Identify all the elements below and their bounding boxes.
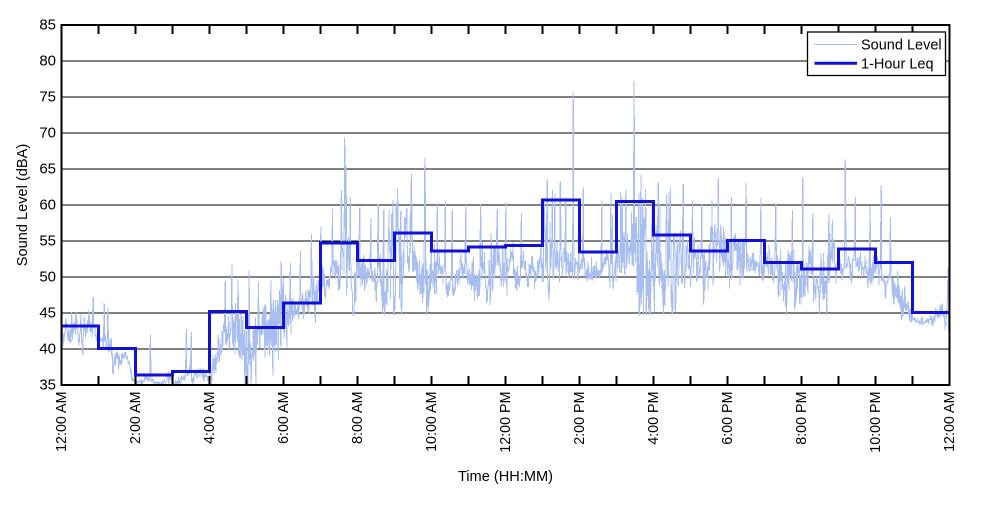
svg-text:12:00 AM: 12:00 AM xyxy=(942,392,958,452)
svg-text:8:00 PM: 8:00 PM xyxy=(794,392,810,445)
svg-text:35: 35 xyxy=(39,377,56,394)
svg-text:6:00 AM: 6:00 AM xyxy=(276,392,292,444)
svg-text:4:00 PM: 4:00 PM xyxy=(646,392,662,445)
svg-text:55: 55 xyxy=(39,233,56,250)
svg-text:8:00 AM: 8:00 AM xyxy=(350,392,366,444)
svg-text:12:00 PM: 12:00 PM xyxy=(498,392,514,453)
svg-text:Sound Level: Sound Level xyxy=(861,38,942,54)
svg-text:70: 70 xyxy=(39,125,56,142)
svg-text:85: 85 xyxy=(39,17,56,34)
svg-text:80: 80 xyxy=(39,53,56,70)
svg-text:45: 45 xyxy=(39,305,56,322)
svg-text:2:00 AM: 2:00 AM xyxy=(128,392,144,444)
svg-text:4:00 AM: 4:00 AM xyxy=(202,392,218,444)
svg-text:75: 75 xyxy=(39,89,56,106)
svg-text:1-Hour Leq: 1-Hour Leq xyxy=(861,57,934,73)
svg-text:2:00 PM: 2:00 PM xyxy=(572,392,588,445)
svg-text:10:00 PM: 10:00 PM xyxy=(868,392,884,453)
svg-text:40: 40 xyxy=(39,341,56,358)
svg-text:50: 50 xyxy=(39,269,56,286)
svg-text:10:00 AM: 10:00 AM xyxy=(424,392,440,452)
svg-text:60: 60 xyxy=(39,197,56,214)
svg-text:12:00 AM: 12:00 AM xyxy=(54,392,70,452)
svg-text:6:00 PM: 6:00 PM xyxy=(720,392,736,445)
svg-text:Sound Level (dBA): Sound Level (dBA) xyxy=(15,144,31,267)
svg-text:65: 65 xyxy=(39,161,56,178)
svg-text:Time (HH:MM): Time (HH:MM) xyxy=(458,469,553,485)
